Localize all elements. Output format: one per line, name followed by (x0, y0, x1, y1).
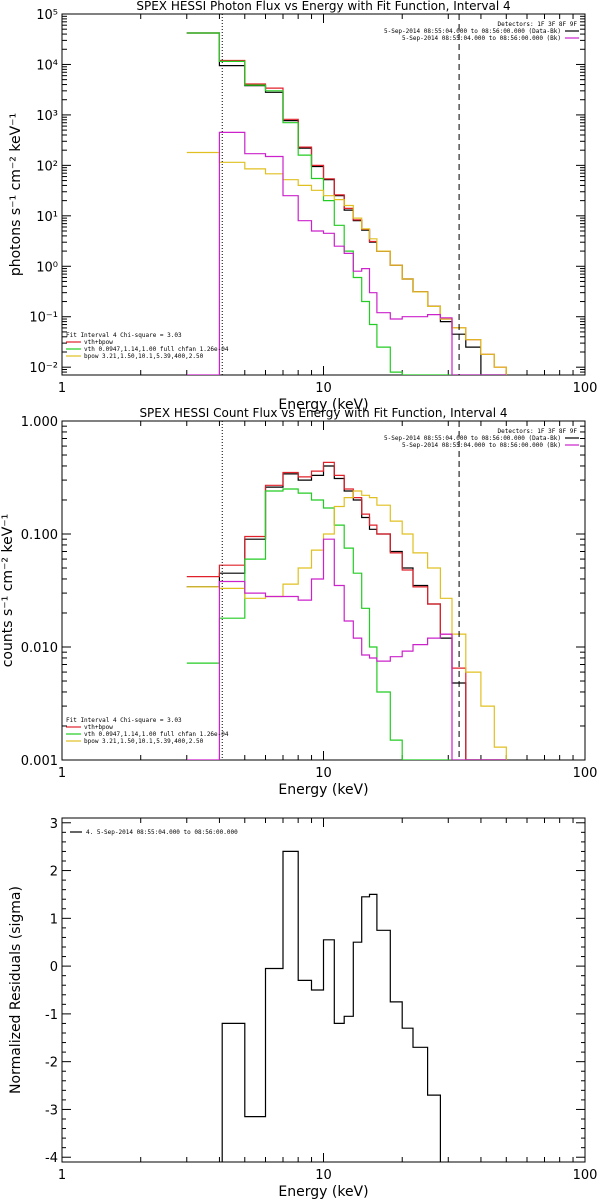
chart-title: SPEX HESSI Count Flux vs Energy with Fit… (139, 406, 507, 420)
series-group (186, 32, 507, 375)
y-tick-label: 10⁻² (29, 361, 58, 376)
series-line (186, 538, 507, 760)
x-tick-label: 10 (315, 381, 332, 396)
y-tick-label: 0 (50, 960, 58, 975)
legend-bl-text: bpow 3.21,1.50,10.1,5.39,400,2.50 (84, 738, 204, 745)
legend-tl-text: 4. 5-Sep-2014 08:55:04.000 to 08:56:00.0… (86, 829, 238, 836)
x-ticks (61, 818, 586, 1162)
y-tick-label: 10³ (36, 109, 58, 124)
y-tick-label: 10⁰ (36, 260, 58, 275)
y-tick-label: 0.010 (21, 641, 58, 656)
x-tick-label: 10 (315, 1168, 332, 1183)
x-tick-label: 1 (58, 381, 66, 396)
series-line (186, 490, 507, 760)
series-line (221, 850, 441, 1162)
y-tick-label: -3 (45, 1103, 58, 1118)
series-line (186, 151, 507, 375)
legend-bl-text: vth+bpow (84, 339, 113, 346)
legend-bl-text: vth 0.0947,1.14,1.00 full chfan 1.26e-04 (84, 346, 229, 353)
y-tick-label: 10² (36, 159, 58, 174)
y-tick-label: -1 (45, 1008, 58, 1023)
y-tick-label: 1.000 (21, 415, 58, 430)
y-ticks (62, 13, 585, 376)
legend-tr-text: 5-Sep-2014 08:55:04.000 to 08:56:00.000 … (402, 442, 561, 449)
x-tick-label: 100 (573, 1168, 598, 1183)
y-axis-label: photons s⁻¹ cm⁻² keV⁻¹ (8, 113, 24, 276)
y-tick-label: 10⁻¹ (29, 311, 58, 326)
y-tick-label: -2 (45, 1056, 58, 1071)
y-tick-label: 1 (50, 912, 58, 927)
series-group (221, 850, 441, 1162)
y-tick-label: 3 (50, 817, 58, 832)
x-tick-label: 100 (573, 766, 598, 781)
legend-bl-text: Fit Interval 4 Chi-square = 3.03 (66, 332, 182, 339)
legend-bl-text: bpow 3.21,1.50,10.1,5.39,400,2.50 (84, 353, 204, 360)
series-line (186, 32, 507, 375)
legend-tr-text: 5-Sep-2014 08:55:04.000 to 08:56:00.000 … (384, 435, 561, 442)
y-tick-label: 2 (50, 865, 58, 880)
y-axis-label: counts s⁻¹ cm⁻² keV⁻¹ (0, 514, 16, 668)
x-axis-label: Energy (keV) (278, 397, 368, 413)
legend-bl-text: vth+bpow (84, 724, 113, 731)
y-tick-label: -4 (45, 1151, 58, 1166)
series-line (186, 32, 507, 375)
series-line (186, 131, 507, 375)
x-axis-label: Energy (keV) (278, 782, 368, 798)
series-line (186, 465, 507, 760)
x-axis-label: Energy (keV) (278, 1184, 368, 1200)
series-line (186, 461, 507, 760)
legend-tr-text: 5-Sep-2014 08:55:04.000 to 08:56:00.000 … (402, 35, 561, 42)
y-tick-label: 0.100 (21, 528, 58, 543)
series-line (186, 32, 507, 375)
legend-tr-text: Detectors: 1F 3F 8F 9F (498, 21, 578, 28)
legend-tr-text: 5-Sep-2014 08:55:04.000 to 08:56:00.000 … (384, 28, 561, 35)
legend-bl-text: vth 0.0947,1.14,1.00 full chfan 1.26e-04 (84, 731, 229, 738)
chart-title: SPEX HESSI Photon Flux vs Energy with Fi… (136, 0, 510, 13)
y-axis-label: Normalized Residuals (sigma) (8, 886, 24, 1094)
legend-tr-text: Detectors: 1F 3F 8F 9F (498, 428, 578, 435)
y-ticks (62, 420, 585, 761)
y-tick-label: 10⁴ (36, 58, 58, 73)
x-tick-label: 1 (58, 1168, 66, 1183)
y-tick-label: 10¹ (36, 210, 58, 225)
series-line (186, 488, 507, 760)
y-tick-label: 0.001 (21, 754, 58, 769)
series-group (186, 461, 507, 760)
x-tick-label: 10 (315, 766, 332, 781)
y-tick-label: 10⁵ (36, 8, 58, 23)
x-tick-label: 1 (58, 766, 66, 781)
legend-bl-text: Fit Interval 4 Chi-square = 3.03 (66, 717, 182, 724)
y-ticks (62, 822, 585, 1158)
x-ticks (61, 421, 586, 760)
x-tick-label: 100 (573, 381, 598, 396)
